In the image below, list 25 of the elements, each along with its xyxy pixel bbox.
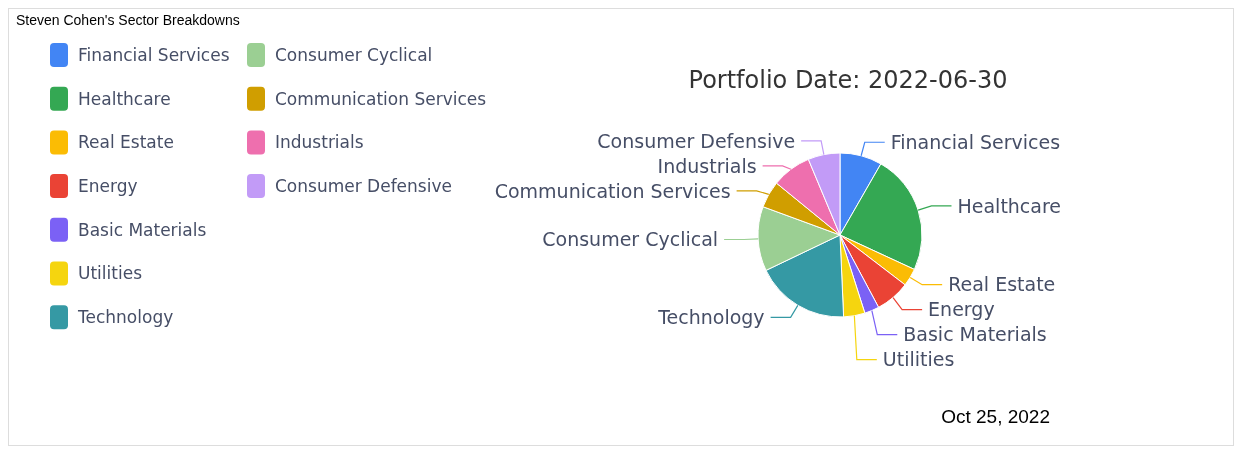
text: Portfolio Date: 2022-06-30 <box>688 66 1008 94</box>
legend-label: Financial Services <box>78 44 230 65</box>
legend-label: Communication Services <box>275 88 487 109</box>
legend-label: Energy <box>78 176 138 197</box>
slice-label: Utilities <box>882 348 955 371</box>
legend-label: Basic Materials <box>78 219 207 240</box>
slice-label: Healthcare <box>957 194 1062 217</box>
slice-label: Industrials <box>657 154 757 177</box>
legend-label: Industrials <box>275 132 364 153</box>
legend-label: Healthcare <box>78 88 171 109</box>
legend-label: Technology <box>77 307 174 328</box>
legend-label: Consumer Cyclical <box>275 44 433 65</box>
legend-label: Consumer Defensive <box>275 176 452 197</box>
chart-title: Steven Cohen's Sector Breakdowns <box>16 12 240 28</box>
slice-label: Technology <box>657 305 765 328</box>
slice-label: Energy <box>928 298 995 321</box>
slice-label: Real Estate <box>948 273 1056 296</box>
slice-label: Consumer Cyclical <box>542 228 719 251</box>
slice-label: Consumer Defensive <box>597 129 796 152</box>
slice-label: Communication Services <box>494 179 731 202</box>
legend-label: Utilities <box>78 263 143 284</box>
slice-label: Financial Services <box>890 130 1061 153</box>
legend-label: Real Estate <box>78 132 174 153</box>
slice-label: Basic Materials <box>903 323 1047 346</box>
text: Oct 25, 2022 <box>941 406 1050 427</box>
